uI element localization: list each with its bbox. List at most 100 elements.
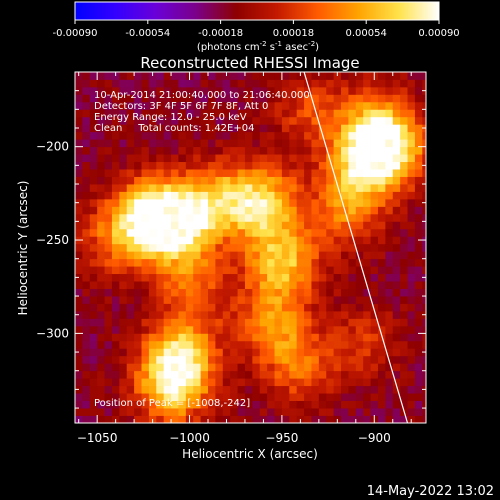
heatmap-cell — [304, 288, 312, 297]
heatmap-cell — [97, 310, 105, 319]
heatmap-cell — [281, 288, 290, 297]
heatmap-cell — [82, 169, 91, 177]
heatmap-cell — [200, 355, 209, 364]
x-tick-label: −1000 — [169, 431, 210, 445]
heatmap-cell — [400, 303, 408, 312]
heatmap-cell — [200, 86, 209, 95]
heatmap-cell — [385, 400, 394, 409]
heatmap-cell — [185, 393, 194, 401]
heatmap-cell — [304, 281, 312, 289]
heatmap-cell — [385, 101, 394, 110]
heatmap-cell — [311, 340, 320, 349]
heatmap-cell — [244, 154, 253, 163]
heatmap-cell — [289, 318, 298, 327]
heatmap-cell — [230, 355, 238, 364]
heatmap-cell — [89, 154, 98, 163]
heatmap-cell — [341, 184, 349, 192]
heatmap-cell — [326, 370, 335, 379]
heatmap-cell — [333, 243, 342, 252]
heatmap-cell — [185, 213, 194, 222]
heatmap-cell — [75, 378, 83, 387]
heatmap-cell — [267, 221, 275, 230]
heatmap-cell — [193, 146, 202, 155]
heatmap-cell — [208, 72, 216, 80]
heatmap-cell — [75, 243, 83, 252]
heatmap-cell — [392, 154, 401, 163]
heatmap-cell — [363, 86, 371, 95]
heatmap-cell — [171, 228, 179, 237]
heatmap-cell — [148, 198, 157, 207]
heatmap-cell — [304, 221, 312, 230]
heatmap-cell — [363, 296, 371, 304]
heatmap-cell — [333, 408, 342, 416]
heatmap-cell — [104, 198, 113, 207]
heatmap-cell — [134, 393, 142, 401]
heatmap-cell — [318, 393, 327, 401]
heatmap-cell — [289, 296, 298, 304]
heatmap-cell — [89, 363, 98, 372]
heatmap-cell — [414, 243, 423, 252]
heatmap-cell — [134, 131, 142, 140]
heatmap-cell — [274, 184, 283, 192]
heatmap-cell — [119, 176, 128, 185]
heatmap-cell — [244, 101, 253, 110]
heatmap-cell — [82, 363, 91, 372]
heatmap-cell — [414, 415, 423, 423]
heatmap-cell — [200, 310, 209, 319]
x-axis: −1050 −1000 −950 −900 — [77, 72, 412, 445]
heatmap-cell — [341, 131, 349, 140]
heatmap-cell — [119, 393, 128, 401]
heatmap-cell — [400, 101, 408, 110]
heatmap-cell — [97, 206, 105, 215]
heatmap-cell — [200, 116, 209, 125]
heatmap-cell — [148, 258, 157, 267]
heatmap-cell — [414, 393, 423, 401]
heatmap-cell — [215, 176, 224, 185]
heatmap-cell — [363, 131, 371, 140]
heatmap-cell — [244, 184, 253, 192]
heatmap-cell — [82, 198, 91, 207]
heatmap-cell — [311, 363, 320, 372]
heatmap-cell — [341, 310, 349, 319]
heatmap-cell — [333, 393, 342, 401]
heatmap-cell — [163, 318, 172, 327]
heatmap-cell — [267, 273, 275, 282]
heatmap-cell — [215, 251, 224, 260]
heatmap-cell — [296, 318, 305, 327]
heatmap-cell — [237, 393, 246, 401]
heatmap-cell — [267, 124, 275, 133]
heatmap-cell — [244, 296, 253, 304]
heatmap-cell — [363, 400, 371, 409]
heatmap-cell — [326, 72, 335, 80]
heatmap-cell — [318, 213, 327, 222]
heatmap-cell — [392, 408, 401, 416]
heatmap-cell — [318, 139, 327, 148]
heatmap-cell — [230, 191, 238, 200]
heatmap-cell — [407, 348, 416, 357]
heatmap-cell — [355, 131, 364, 140]
heatmap-cell — [111, 378, 120, 387]
heatmap-cell — [407, 243, 416, 252]
heatmap-cell — [126, 363, 135, 372]
heatmap-cell — [318, 124, 327, 133]
heatmap-cell — [134, 258, 142, 267]
heatmap-cell — [326, 288, 335, 297]
heatmap-cell — [407, 161, 416, 170]
heatmap-cell — [215, 213, 224, 222]
heatmap-cell — [89, 273, 98, 282]
heatmap-cell — [156, 340, 165, 349]
heatmap-cell — [363, 251, 371, 260]
heatmap-cell — [422, 415, 426, 423]
heatmap-cell — [355, 228, 364, 237]
heatmap-cell — [148, 101, 157, 110]
heatmap-cell — [97, 325, 105, 334]
heatmap-cell — [377, 213, 386, 222]
heatmap-cell — [156, 303, 165, 312]
heatmap-cell — [422, 251, 426, 260]
heatmap-cell — [230, 370, 238, 379]
heatmap-cell — [363, 154, 371, 163]
heatmap-cell — [392, 221, 401, 230]
heatmap-cell — [355, 415, 364, 423]
heatmap-cell — [341, 161, 349, 170]
heatmap-cell — [252, 243, 261, 252]
